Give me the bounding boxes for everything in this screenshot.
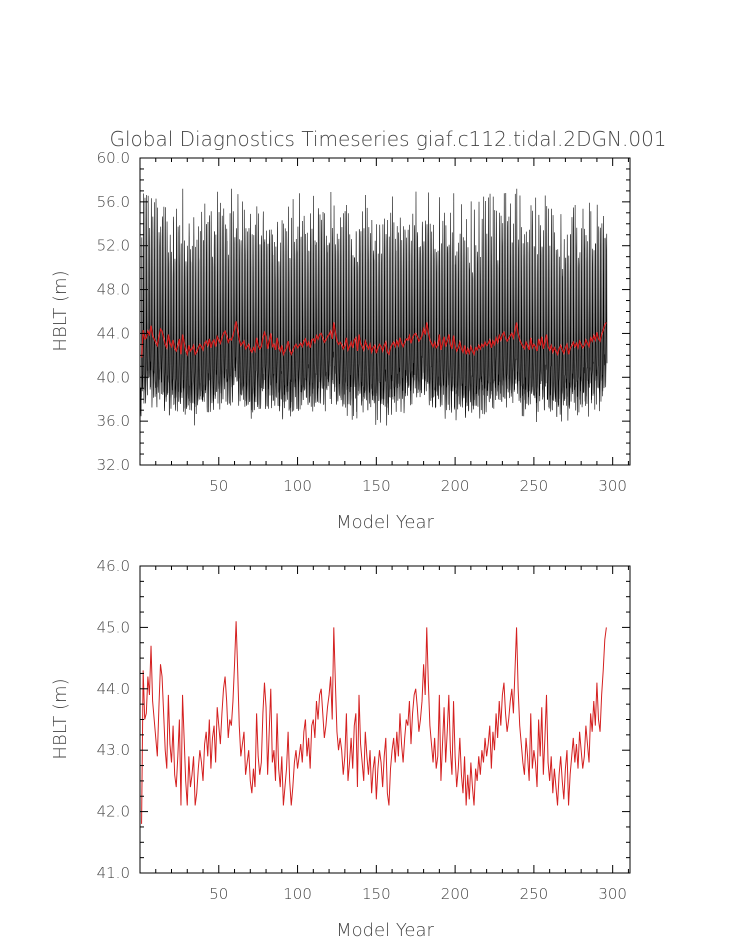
chart-title: Global Diagnostics Timeseries giaf.c112.… — [109, 127, 666, 151]
y-tick-label: 43.0 — [97, 741, 130, 759]
y-tick-label: 44.0 — [97, 324, 130, 342]
x-tick-label: 300 — [598, 885, 627, 903]
y-tick-label: 42.0 — [97, 803, 130, 821]
y-tick-label: 48.0 — [97, 281, 130, 299]
bottom-y-tick-labels: 41.0 42.0 43.0 44.0 45.0 46.0 — [97, 557, 130, 882]
top-y-tick-labels: 32.0 36.0 40.0 44.0 48.0 52.0 56.0 60.0 — [97, 149, 130, 474]
y-tick-label: 32.0 — [97, 456, 130, 474]
top-axis-ticks — [140, 157, 630, 466]
x-tick-label: 50 — [209, 885, 228, 903]
annual-mean-line — [140, 321, 607, 358]
x-tick-label: 250 — [520, 885, 549, 903]
y-tick-label: 45.0 — [97, 618, 130, 636]
bottom-x-axis-label: Model Year — [336, 920, 434, 941]
annual-series-bottom — [141, 621, 607, 824]
monthly-series — [140, 188, 608, 426]
bottom-panel: 50 100 150 200 250 300 41.0 42.0 43.0 44.0 45.0 46… — [50, 557, 631, 941]
top-panel: Global Diagnostics Timeseries giaf.c112.… — [50, 127, 667, 533]
annual-series-top — [140, 321, 607, 358]
y-tick-label: 44.0 — [97, 680, 130, 698]
y-tick-label: 56.0 — [97, 193, 130, 211]
bottom-plot-frame — [139, 565, 631, 874]
x-tick-label: 100 — [283, 477, 312, 495]
bottom-x-tick-labels: 50 100 150 200 250 300 — [209, 885, 627, 903]
x-tick-label: 300 — [598, 477, 627, 495]
x-tick-label: 100 — [283, 885, 312, 903]
x-tick-label: 50 — [209, 477, 228, 495]
top-x-axis-label: Model Year — [336, 512, 434, 533]
top-x-tick-labels: 50 100 150 200 250 300 — [209, 477, 627, 495]
y-tick-label: 46.0 — [97, 557, 130, 575]
bottom-axis-ticks — [140, 565, 630, 874]
y-tick-label: 40.0 — [97, 368, 130, 386]
x-tick-label: 200 — [441, 885, 470, 903]
bottom-y-axis-label: HBLT (m) — [50, 678, 71, 759]
y-tick-label: 60.0 — [97, 149, 130, 167]
y-tick-label: 36.0 — [97, 412, 130, 430]
x-tick-label: 200 — [441, 477, 470, 495]
y-tick-label: 41.0 — [97, 864, 130, 882]
annual-mean-line — [141, 621, 607, 824]
monthly-line — [140, 188, 608, 426]
x-tick-label: 150 — [362, 477, 391, 495]
x-tick-label: 250 — [520, 477, 549, 495]
top-y-axis-label: HBLT (m) — [50, 270, 71, 351]
x-tick-label: 150 — [362, 885, 391, 903]
y-tick-label: 52.0 — [97, 237, 130, 255]
